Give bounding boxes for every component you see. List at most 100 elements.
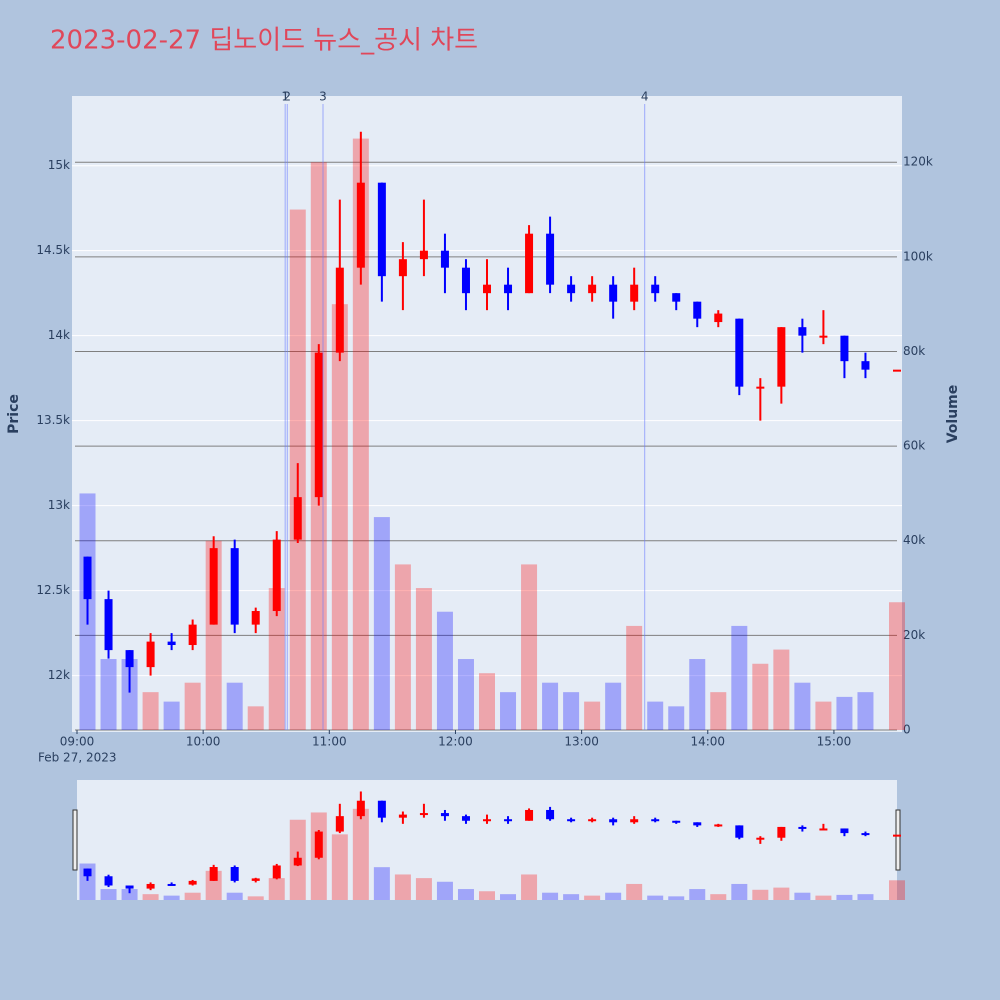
slider-candle-body bbox=[588, 819, 597, 822]
volume-bar bbox=[415, 588, 432, 730]
slider-candle-body bbox=[83, 868, 92, 877]
slider-candle-body bbox=[840, 828, 849, 834]
slider-candle-body bbox=[146, 883, 155, 889]
y2-axis-title: Volume bbox=[945, 385, 961, 444]
slider-volume-bar bbox=[563, 894, 580, 900]
candle-body bbox=[188, 624, 197, 646]
slider-volume-bar bbox=[247, 896, 264, 900]
volume-bar bbox=[794, 682, 811, 730]
candle-body bbox=[125, 650, 134, 668]
slider-candle-body bbox=[546, 809, 555, 820]
candle-body bbox=[83, 556, 92, 600]
slider-candle-body bbox=[230, 867, 239, 881]
slider-candle-body bbox=[251, 878, 260, 881]
slider-candle-body bbox=[525, 809, 534, 821]
candle-body bbox=[777, 327, 786, 387]
slider-volume-bar bbox=[542, 892, 559, 900]
candle-body bbox=[609, 284, 618, 302]
candle-body bbox=[525, 233, 534, 294]
chart-title: 2023-02-27 딥노이드 뉴스_공시 차트 bbox=[50, 26, 478, 56]
volume-bar bbox=[773, 649, 790, 730]
slider-candle-body bbox=[777, 826, 786, 838]
candle-body bbox=[798, 327, 807, 336]
volume-bar bbox=[668, 706, 685, 730]
candle-body bbox=[209, 548, 218, 625]
candle-body bbox=[293, 497, 302, 540]
event-label: 2 bbox=[283, 90, 291, 104]
x-tick-label: 09:00 bbox=[60, 735, 95, 749]
candle-body bbox=[230, 548, 239, 625]
x-tick-label: 12:00 bbox=[438, 735, 473, 749]
slider-candle-body bbox=[335, 816, 344, 832]
candle-body bbox=[419, 250, 428, 260]
volume-bar bbox=[184, 682, 201, 730]
slider-candle-body bbox=[167, 883, 176, 886]
slider-volume-bar bbox=[815, 895, 832, 900]
candle-body bbox=[440, 250, 449, 268]
volume-bar bbox=[626, 625, 643, 730]
volume-bar bbox=[857, 692, 874, 730]
slider-volume-bar bbox=[436, 881, 453, 900]
volume-bar bbox=[479, 673, 495, 730]
slider-volume-bar bbox=[352, 808, 369, 900]
slider-candle-body bbox=[609, 819, 618, 823]
x-tick-label: 13:00 bbox=[564, 735, 599, 749]
candle-body bbox=[314, 352, 323, 498]
candle-body bbox=[483, 284, 491, 294]
slider-volume-bar bbox=[121, 889, 138, 900]
candle-body bbox=[251, 611, 260, 625]
candle-body bbox=[672, 293, 681, 302]
slider-volume-bar bbox=[184, 892, 201, 900]
x-tick-label: 11:00 bbox=[312, 735, 347, 749]
slider-candle-body bbox=[630, 819, 639, 823]
candle-body bbox=[356, 182, 365, 268]
slider-candle-body bbox=[356, 800, 365, 817]
slider-candle-body bbox=[377, 800, 386, 818]
plot-area bbox=[72, 96, 902, 732]
volume-bar bbox=[563, 692, 580, 730]
volume-bar bbox=[752, 663, 769, 730]
slider-volume-bar bbox=[457, 889, 474, 900]
event-label: 1 bbox=[281, 90, 289, 104]
slider-volume-bar bbox=[752, 889, 769, 900]
volume-bar bbox=[121, 659, 138, 730]
volume-bar bbox=[710, 692, 727, 730]
candle-body bbox=[893, 369, 901, 372]
y2-tick-label: 20k bbox=[903, 628, 925, 642]
volume-bar bbox=[163, 701, 180, 730]
volume-bar bbox=[373, 517, 390, 730]
candle-body bbox=[398, 259, 407, 277]
volume-bar bbox=[331, 304, 348, 730]
candle-body bbox=[461, 267, 470, 294]
slider-candle-body bbox=[209, 867, 218, 881]
slider-volume-bar bbox=[500, 894, 517, 900]
y2-tick-label: 100k bbox=[903, 249, 933, 263]
volume-bar bbox=[689, 659, 706, 730]
slider-volume-bar bbox=[668, 896, 685, 900]
volume-bar bbox=[142, 692, 159, 730]
x-tick-label: 10:00 bbox=[186, 735, 221, 749]
candle-body bbox=[167, 641, 176, 646]
slider-candle-body bbox=[893, 834, 901, 837]
candle-body bbox=[840, 335, 849, 362]
slider-candle-body bbox=[125, 885, 134, 889]
candle-body bbox=[861, 361, 870, 370]
volume-bar bbox=[100, 659, 117, 730]
candle-body bbox=[693, 301, 702, 319]
volume-bar bbox=[268, 588, 285, 730]
volume-bar bbox=[584, 701, 601, 730]
range-handle[interactable] bbox=[72, 809, 78, 871]
x-date-label: Feb 27, 2023 bbox=[38, 751, 117, 765]
slider-volume-bar bbox=[163, 895, 180, 900]
volume-bar bbox=[605, 682, 622, 730]
slider-candle-body bbox=[798, 826, 807, 829]
volume-bar bbox=[815, 701, 832, 730]
slider-volume-bar bbox=[226, 892, 243, 900]
candle-body bbox=[146, 641, 155, 668]
slider-volume-bar bbox=[605, 892, 622, 900]
y2-tick-label: 40k bbox=[903, 533, 925, 547]
range-handle[interactable] bbox=[895, 809, 901, 871]
volume-bar bbox=[457, 659, 474, 730]
slider-volume-bar bbox=[100, 889, 117, 900]
